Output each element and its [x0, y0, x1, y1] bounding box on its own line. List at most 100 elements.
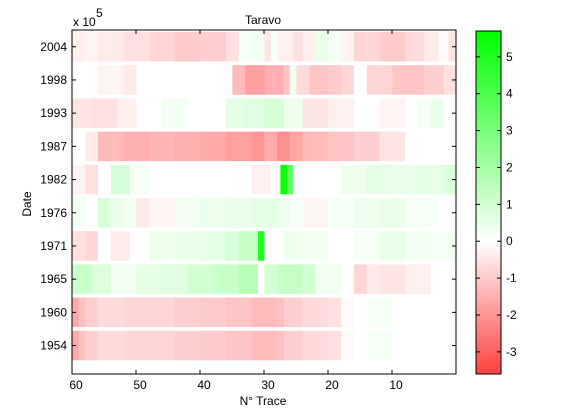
heatmap-cell [404, 198, 438, 228]
heatmap-cell [443, 98, 457, 128]
heatmap-cell [264, 231, 284, 261]
heatmap-cell [200, 297, 226, 328]
heatmap-cell [276, 297, 284, 328]
heatmap-cell [276, 264, 303, 294]
x-axis-label: N° Trace [240, 394, 287, 408]
y-tick-label: 1982 [40, 173, 67, 187]
heatmap-cell [91, 98, 118, 128]
heatmap-cell [404, 231, 431, 261]
heatmap-cell [264, 32, 271, 62]
heatmap-cell [264, 131, 278, 162]
heatmap-cell [302, 98, 329, 128]
heatmap-cell [379, 264, 406, 294]
heatmap-cell [340, 32, 354, 62]
heatmap-cell [443, 65, 457, 95]
heatmap-cell [200, 164, 226, 195]
heatmap-cell [232, 65, 246, 95]
heatmap-cell [280, 164, 287, 195]
heatmap-cell [72, 98, 92, 128]
heatmap-cell [302, 330, 329, 361]
heatmap-cell [187, 98, 214, 128]
heatmap-cell [97, 32, 124, 62]
heatmap-cell [136, 98, 162, 128]
heatmap-cell [148, 131, 175, 162]
heatmap-cell [97, 330, 124, 361]
heatmap-cell [225, 98, 246, 128]
heatmap-cell [366, 164, 393, 195]
heatmap-cell [438, 32, 449, 62]
heatmap-cell [379, 231, 406, 261]
x-tick-label: 50 [133, 378, 147, 392]
y-tick-label: 2004 [40, 40, 67, 54]
heatmap-cell [392, 330, 457, 361]
heatmap-cell [276, 198, 290, 228]
heatmap-cell [225, 231, 239, 261]
heatmap-cell [283, 65, 290, 95]
heatmap-cell [257, 231, 265, 261]
heatmap-cell [219, 65, 233, 95]
heatmap-cell [366, 65, 393, 95]
heatmap-cell [174, 330, 201, 361]
heatmap-cell [366, 264, 380, 294]
heatmap-cell [404, 131, 457, 162]
heatmap-cell [244, 65, 265, 95]
heatmap-cell [302, 297, 329, 328]
heatmap-cell [379, 198, 406, 228]
y-axis-label: Date [20, 191, 34, 217]
heatmap-cell [84, 32, 98, 62]
heatmap-cell [84, 198, 98, 228]
colorbar [475, 30, 502, 375]
heatmap-cell [97, 231, 111, 261]
scale-exponent: 5 [96, 6, 103, 20]
heatmap-cell [302, 32, 316, 62]
heatmap-cell [366, 297, 393, 328]
chart-title: Taravo [245, 13, 281, 27]
heatmap-cell [225, 131, 252, 162]
heatmap-cell [283, 297, 303, 328]
colorbar-ticks: 5 4 3 2 1 0 -1 -2 -3 [476, 50, 517, 359]
heatmap-cell [187, 264, 214, 294]
x-axis: 60 50 40 30 20 10 [69, 30, 403, 392]
heatmap-cell [417, 164, 444, 195]
heatmap-cell [353, 32, 380, 62]
y-tick-label: 1993 [40, 106, 67, 120]
heatmap-cell [200, 131, 226, 162]
heatmap-cell [392, 297, 457, 328]
heatmap-cell [251, 198, 278, 228]
x-tick-label: 20 [325, 378, 339, 392]
heatmap-cell [302, 131, 329, 162]
heatmap-cell [72, 32, 86, 62]
x-tick-label: 10 [389, 378, 403, 392]
heatmap-cell [340, 264, 354, 294]
heatmap-cell [110, 231, 130, 261]
colorbar-tick-label: -1 [506, 271, 517, 285]
plot-area [72, 32, 457, 361]
heatmap-cell [328, 32, 342, 62]
heatmap-cell [251, 131, 265, 162]
heatmap-cell [392, 65, 425, 95]
heatmap-cell [225, 32, 239, 62]
heatmap-cell [270, 32, 278, 62]
heatmap-cell [174, 32, 201, 62]
heatmap-cell [296, 65, 310, 95]
heatmap-cell [353, 65, 367, 95]
heatmap-cell [379, 131, 406, 162]
heatmap-cell [97, 198, 111, 228]
heatmap-cell [238, 264, 258, 294]
heatmap-cell [289, 131, 303, 162]
heatmap-cell [148, 330, 175, 361]
heatmap-cell [136, 264, 162, 294]
y-tick-label: 1987 [40, 139, 67, 153]
heatmap-cell [123, 198, 137, 228]
heatmap-cell [315, 264, 342, 294]
heatmap-cell [315, 164, 342, 195]
heatmap-cell [276, 32, 294, 62]
y-tick-label: 1971 [40, 239, 67, 253]
heatmap-cell [72, 164, 86, 195]
heatmap-cell [174, 198, 201, 228]
heatmap-cell [97, 131, 124, 162]
heatmap-cell [353, 198, 380, 228]
heatmap-cell [129, 231, 150, 261]
heatmap-cell [110, 164, 130, 195]
heatmap-cell [286, 164, 294, 195]
